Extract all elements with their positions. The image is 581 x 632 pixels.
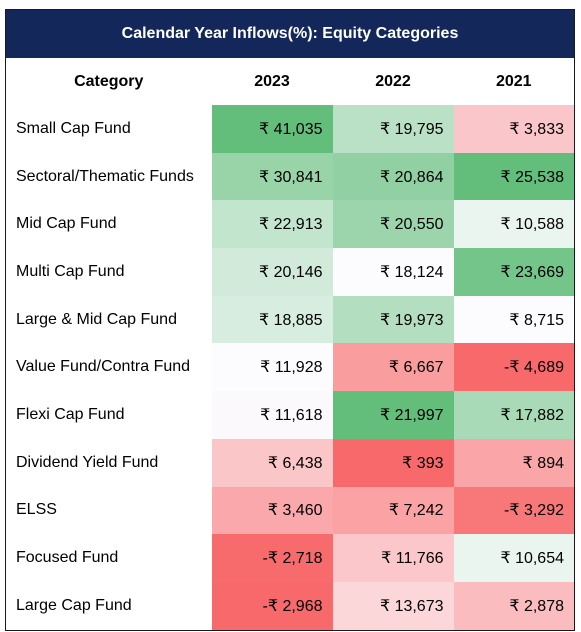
category-cell: Value Fund/Contra Fund [5, 343, 212, 392]
value-cell-2021: ₹ 17,882 [453, 391, 575, 439]
table-row: Sectoral/Thematic Funds ₹ 30,841 ₹ 20,864 ₹… [5, 152, 575, 201]
value-cell-2022: ₹ 19,795 [332, 105, 454, 153]
value-cell-2021: ₹ 3,833 [453, 105, 575, 153]
table-row: Value Fund/Contra Fund ₹ 11,928 ₹ 6,667 -₹ … [5, 343, 575, 392]
table-body: Small Cap Fund ₹ 41,035 ₹ 19,795 ₹ 3,833 Sec… [5, 105, 575, 631]
column-header-2021: 2021 [453, 58, 575, 105]
table-row: Large Cap Fund -₹ 2,968 ₹ 13,673 ₹ 2,878 [5, 581, 575, 631]
category-cell: Multi Cap Fund [5, 248, 212, 296]
value-cell-2022: ₹ 20,550 [332, 200, 454, 249]
value-cell-2022: ₹ 21,997 [332, 391, 454, 439]
value-cell-2021: ₹ 23,669 [453, 248, 575, 296]
category-header: Category [5, 58, 212, 105]
value-cell-2021: ₹ 25,538 [453, 152, 575, 201]
value-cell-2023: ₹ 11,618 [211, 391, 333, 439]
value-cell-2022: ₹ 20,864 [332, 152, 454, 201]
value-cell-2021: ₹ 894 [453, 438, 575, 487]
table-row: Dividend Yield Fund ₹ 6,438 ₹ 393 ₹ 894 [5, 438, 575, 487]
table-row: Flexi Cap Fund ₹ 11,618 ₹ 21,997 ₹ 17,882 [5, 391, 575, 439]
header-row: Category 2023 2022 2021 [5, 58, 575, 105]
value-cell-2022: ₹ 7,242 [332, 486, 454, 535]
chart-title: Calendar Year Inflows(%): Equity Categor… [5, 9, 575, 58]
category-cell: Small Cap Fund [5, 105, 212, 153]
category-cell: Large Cap Fund [5, 581, 212, 631]
category-cell: Focused Fund [5, 534, 212, 582]
value-cell-2023: -₹ 2,968 [211, 581, 333, 631]
table-row: Focused Fund -₹ 2,718 ₹ 11,766 ₹ 10,654 [5, 534, 575, 582]
title-row: Calendar Year Inflows(%): Equity Categor… [5, 9, 575, 58]
value-cell-2022: ₹ 6,667 [332, 343, 454, 392]
value-cell-2023: ₹ 30,841 [211, 152, 333, 201]
value-cell-2023: ₹ 3,460 [211, 486, 333, 535]
value-cell-2021: -₹ 4,689 [453, 343, 575, 392]
value-cell-2023: ₹ 18,885 [211, 295, 333, 344]
category-cell: Mid Cap Fund [5, 200, 212, 249]
category-cell: Flexi Cap Fund [5, 391, 212, 439]
value-cell-2021: ₹ 10,654 [453, 534, 575, 582]
value-cell-2023: ₹ 20,146 [211, 248, 333, 296]
column-header-2022: 2022 [332, 58, 454, 105]
value-cell-2022: ₹ 13,673 [332, 581, 454, 631]
value-cell-2022: ₹ 11,766 [332, 534, 454, 582]
table-row: Small Cap Fund ₹ 41,035 ₹ 19,795 ₹ 3,833 [5, 105, 575, 153]
value-cell-2021: -₹ 3,292 [453, 486, 575, 535]
value-cell-2021: ₹ 2,878 [453, 581, 575, 631]
value-cell-2022: ₹ 19,973 [332, 295, 454, 344]
table-row: Large & Mid Cap Fund ₹ 18,885 ₹ 19,973 ₹ 8,… [5, 295, 575, 344]
table-row: ELSS ₹ 3,460 ₹ 7,242 -₹ 3,292 [5, 486, 575, 535]
inflows-heatmap-table: Calendar Year Inflows(%): Equity Categor… [5, 9, 575, 631]
value-cell-2021: ₹ 8,715 [453, 295, 575, 344]
category-cell: Sectoral/Thematic Funds [5, 152, 212, 201]
value-cell-2022: ₹ 18,124 [332, 248, 454, 296]
category-cell: Large & Mid Cap Fund [5, 295, 212, 344]
value-cell-2022: ₹ 393 [332, 438, 454, 487]
value-cell-2023: ₹ 22,913 [211, 200, 333, 249]
table-row: Multi Cap Fund ₹ 20,146 ₹ 18,124 ₹ 23,669 [5, 248, 575, 296]
value-cell-2023: ₹ 41,035 [211, 105, 333, 153]
value-cell-2023: -₹ 2,718 [211, 534, 333, 582]
category-cell: Dividend Yield Fund [5, 438, 212, 487]
value-cell-2023: ₹ 6,438 [211, 438, 333, 487]
table-row: Mid Cap Fund ₹ 22,913 ₹ 20,550 ₹ 10,588 [5, 200, 575, 249]
value-cell-2023: ₹ 11,928 [211, 343, 333, 392]
column-header-2023: 2023 [211, 58, 333, 105]
value-cell-2021: ₹ 10,588 [453, 200, 575, 249]
category-cell: ELSS [5, 486, 212, 535]
